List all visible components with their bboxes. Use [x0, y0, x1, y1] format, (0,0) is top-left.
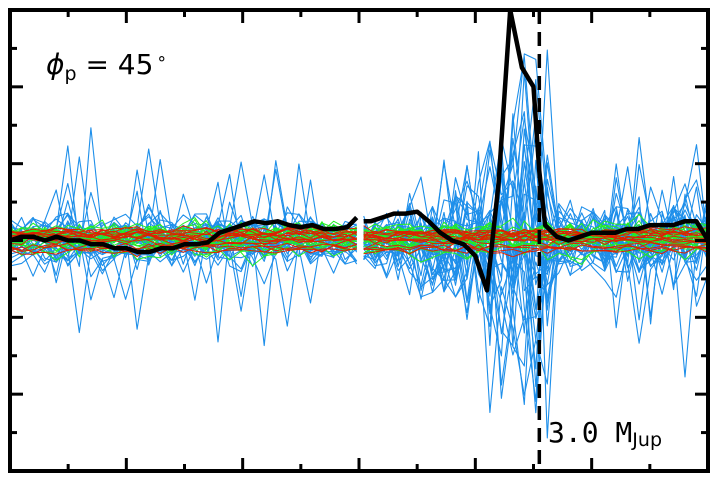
green-series-line — [363, 225, 708, 246]
red-series-line — [10, 225, 357, 239]
red-series-line — [363, 235, 708, 244]
phi-subscript: p — [64, 63, 76, 85]
phi-symbol: ϕ — [46, 48, 64, 81]
red-series-line — [363, 243, 708, 258]
red-series-line — [10, 232, 357, 243]
mean-series-line — [10, 215, 359, 255]
red-series-line — [10, 231, 357, 240]
red-series-line — [363, 228, 708, 242]
mass-subscript: Jup — [631, 429, 662, 451]
mean-series-line — [363, 10, 708, 293]
phi-annotation: ϕp = 45 ∘ — [46, 48, 167, 85]
red-series-line — [363, 230, 708, 242]
degree-symbol: ∘ — [156, 49, 167, 69]
blue-series-line — [363, 49, 708, 318]
red-series-line — [10, 241, 357, 252]
green-series-line — [363, 221, 708, 250]
blue-series-line — [363, 113, 708, 311]
blue-series-line — [363, 178, 708, 402]
mass-value: 3.0 M — [548, 416, 632, 449]
series-layer — [10, 10, 708, 471]
red-series-line — [10, 231, 357, 242]
tick-marks — [10, 10, 708, 471]
plot-frame — [8, 8, 710, 473]
red-series-line — [10, 242, 357, 258]
red-series-line — [10, 245, 357, 255]
blue-series-line — [10, 206, 357, 254]
red-series-line — [10, 229, 357, 242]
mass-annotation: 3.0 MJup — [548, 416, 662, 451]
red-series-line — [10, 230, 357, 242]
blue-series-line — [363, 128, 708, 399]
phi-equals: = 45 — [77, 48, 154, 81]
